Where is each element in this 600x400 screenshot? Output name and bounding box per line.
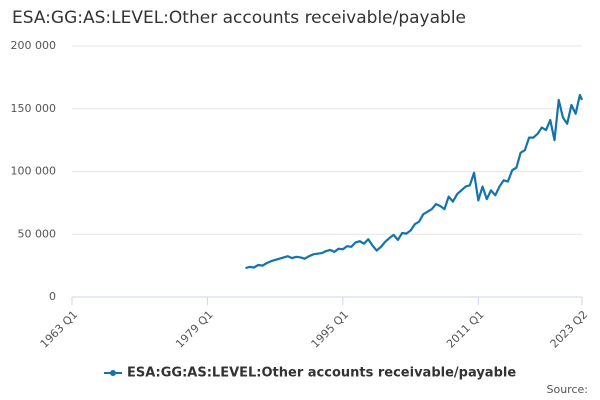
x-tick-label: 1995 Q1: [309, 308, 352, 351]
y-tick-label: 150 000: [11, 102, 57, 115]
legend-marker: [110, 370, 116, 376]
y-tick-label: 100 000: [11, 165, 57, 178]
x-tick-label: 1979 Q1: [173, 308, 216, 351]
x-tick-label: 2011 Q1: [444, 308, 487, 351]
data-line: [245, 93, 584, 270]
source: Source:: [547, 383, 589, 396]
y-tick-label: 0: [49, 290, 56, 303]
y-tick-label: 50 000: [18, 227, 57, 240]
y-tick-label: 200 000: [11, 39, 57, 52]
legend-label: ESA:GG:AS:LEVEL:Other accounts receivabl…: [127, 366, 516, 381]
x-tick-label: 1963 Q1: [38, 308, 81, 351]
x-tick-label: 2023 Q2: [548, 308, 591, 351]
chart-title: ESA:GG:AS:LEVEL:Other accounts receivabl…: [12, 8, 466, 28]
